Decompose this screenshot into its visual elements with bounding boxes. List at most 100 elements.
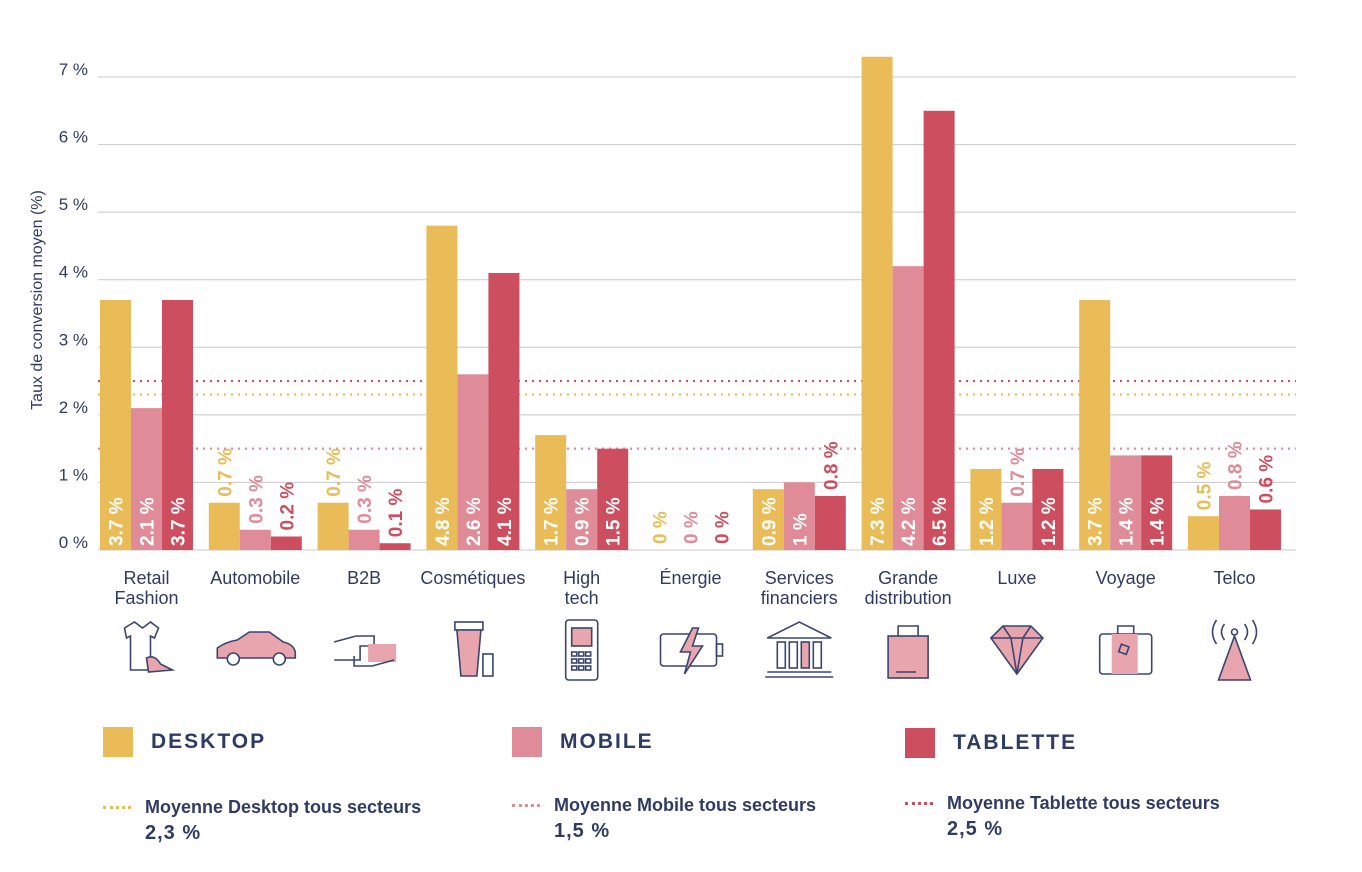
y-tick-label: 6 % <box>59 128 88 147</box>
category-label: Énergie <box>659 568 721 588</box>
bar-value-label: 0.8 % <box>821 441 842 490</box>
bar-mobile <box>348 529 380 550</box>
bar-value-label: 0.5 % <box>1195 462 1216 511</box>
diamond-icon <box>989 625 1044 676</box>
average-mobile-value: 1,5 % <box>554 820 611 842</box>
average-desktop-dots <box>103 806 131 809</box>
bank-icon <box>765 621 834 678</box>
bar-value-label: 0.1 % <box>386 489 407 538</box>
phone-icon <box>564 619 599 681</box>
bar-value-labels: 3.7 % 0.7 % 0.7 % 4.8 % 1.7 % 0 % 0.9 % 7.3 % 1.… <box>107 441 1278 546</box>
bar-value-label: 0.7 % <box>324 448 345 497</box>
legend-mobile: MOBILE <box>512 727 654 757</box>
antenna-icon <box>1211 619 1258 681</box>
bar-value-label: 0 % <box>682 511 703 544</box>
y-axis-ticks: 0 % 1 % 2 % 3 % 4 % 5 % 6 % 7 % <box>59 60 88 552</box>
bar-desktop <box>535 435 567 550</box>
bar-value-label: 1.4 % <box>1148 497 1169 546</box>
y-tick-label: 4 % <box>59 263 88 282</box>
car-icon <box>216 631 297 666</box>
bar-mobile <box>457 374 489 550</box>
average-tablette-dots <box>905 802 933 805</box>
category-icons <box>123 619 1258 681</box>
bar-value-label: 0.9 % <box>573 497 594 546</box>
bar-value-label: 1.5 % <box>604 497 625 546</box>
average-mobile-label: Moyenne Mobile tous secteurs <box>554 795 817 815</box>
cosmetics-icon <box>454 621 494 677</box>
bar-value-label: 0.9 % <box>759 497 780 546</box>
bar-desktop <box>861 56 893 550</box>
bar-mobile <box>239 529 271 550</box>
legend-average-mobile: Moyenne Mobile tous secteurs 1,5 % <box>512 795 816 843</box>
bar-tablette <box>270 536 302 550</box>
average-desktop-label: Moyenne Desktop tous secteurs <box>145 797 422 817</box>
bar-value-label: 0.7 % <box>1008 448 1029 497</box>
bar-desktop <box>752 489 784 550</box>
bar-value-label: 1.2 % <box>1039 497 1060 546</box>
bar-value-label: 0 % <box>713 511 734 544</box>
category-label: Telco <box>1213 568 1255 588</box>
category-label: Luxe <box>997 568 1036 588</box>
bar-value-label: 4.2 % <box>899 497 920 546</box>
category-label: Voyage <box>1096 568 1156 588</box>
bar-tablette <box>379 543 411 550</box>
category-label: Cosmétiques <box>420 568 525 588</box>
bar-tablette <box>814 495 846 550</box>
bar-mobile <box>1110 455 1142 550</box>
bar-value-label: 1.7 % <box>542 497 563 546</box>
y-tick-label: 3 % <box>59 330 88 349</box>
average-desktop-value: 2,3 % <box>145 822 202 844</box>
handshake-icon <box>333 635 397 667</box>
bar-desktop <box>208 502 240 550</box>
bar-mobile <box>783 482 815 550</box>
average-tablette-value: 2,5 % <box>947 818 1004 840</box>
category-label: Automobile <box>210 568 300 588</box>
bar-value-label: 1 % <box>790 513 811 546</box>
suitcase-icon <box>1098 625 1153 675</box>
bar-tablette <box>923 110 955 551</box>
bar-mobile <box>566 489 598 550</box>
bar-value-label: 2.6 % <box>464 497 485 546</box>
category-label: High tech <box>563 568 600 608</box>
bar-mobile <box>1219 495 1250 550</box>
y-tick-label: 1 % <box>59 465 88 484</box>
bar-tablette <box>1032 468 1064 550</box>
bar-value-label: 0 % <box>651 511 672 544</box>
category-label: Services financiers <box>761 568 838 608</box>
category-label: Grande distribution <box>865 568 952 608</box>
legend-desktop: DESKTOP <box>103 727 266 757</box>
bar-value-label: 3.7 % <box>1086 497 1107 546</box>
bar-mobile <box>1001 502 1033 550</box>
bar-desktop <box>1188 516 1219 550</box>
legend-average-tablette: Moyenne Tablette tous secteurs 2,5 % <box>905 793 1220 841</box>
bar-value-label: 1.4 % <box>1117 497 1138 546</box>
bar-mobile <box>131 408 162 550</box>
bar-value-label: 0.6 % <box>1257 455 1278 504</box>
category-label: B2B <box>347 568 381 588</box>
clothing-icon <box>123 621 176 673</box>
y-tick-label: 2 % <box>59 398 88 417</box>
legend-label-mobile: MOBILE <box>560 730 654 753</box>
bar-tablette <box>597 448 629 550</box>
bar-value-label: 7.3 % <box>868 497 889 546</box>
legend-swatch-mobile <box>512 727 542 757</box>
average-mobile-dots <box>512 804 540 807</box>
bar-value-label: 4.8 % <box>433 497 454 546</box>
bar-tablette <box>1250 509 1281 550</box>
legend-swatch-tablette <box>905 728 935 758</box>
bar-desktop <box>317 502 349 550</box>
legend-label-desktop: DESKTOP <box>151 730 267 753</box>
y-axis-label: Taux de conversion moyen (%) <box>29 190 46 410</box>
bar-value-label: 0.8 % <box>1226 441 1247 490</box>
bar-value-label: 6.5 % <box>930 497 951 546</box>
legend-swatch-desktop <box>103 727 133 757</box>
category-label: Retail Fashion <box>114 568 178 608</box>
average-tablette-label: Moyenne Tablette tous secteurs <box>947 793 1220 813</box>
bar-tablette <box>488 272 520 550</box>
legend-average-desktop: Moyenne Desktop tous secteurs 2,3 % <box>103 797 421 845</box>
bar-value-label: 0.2 % <box>277 482 298 531</box>
bar-desktop <box>426 225 458 550</box>
y-tick-label: 0 % <box>59 533 88 552</box>
bar-value-label: 0.3 % <box>355 475 376 524</box>
bar-value-label: 3.7 % <box>107 497 128 546</box>
